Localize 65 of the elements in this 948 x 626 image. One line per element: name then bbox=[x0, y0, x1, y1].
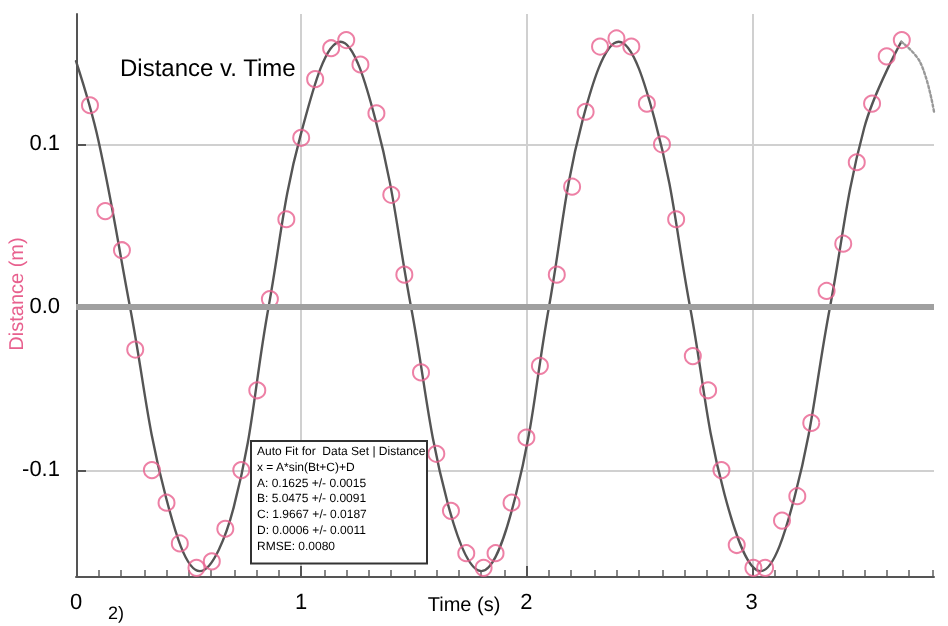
point bbox=[877, 47, 896, 66]
point bbox=[834, 234, 853, 253]
x-tick-label: 3 bbox=[745, 591, 758, 615]
point bbox=[337, 31, 356, 50]
point bbox=[96, 202, 115, 221]
point bbox=[457, 544, 476, 563]
x-tick-label: 2 bbox=[520, 591, 533, 615]
point bbox=[216, 519, 235, 538]
point bbox=[563, 177, 582, 196]
point bbox=[727, 536, 746, 555]
x-tick-label: 1 bbox=[295, 591, 308, 615]
point bbox=[817, 281, 836, 300]
y-axis-title: Distance (m) bbox=[7, 237, 29, 351]
x-axis-title: Time (s) bbox=[427, 595, 501, 617]
point bbox=[699, 381, 718, 400]
point bbox=[486, 544, 505, 563]
point bbox=[530, 356, 549, 375]
point bbox=[170, 534, 189, 553]
y-tick-label: 0.1 bbox=[29, 132, 60, 157]
point bbox=[277, 210, 296, 229]
point bbox=[667, 210, 686, 229]
point bbox=[112, 241, 131, 260]
text: Distance v. Time bbox=[120, 54, 297, 82]
point bbox=[517, 428, 536, 447]
point bbox=[322, 39, 341, 58]
point bbox=[474, 558, 493, 577]
text: 2) bbox=[108, 603, 125, 623]
point bbox=[157, 493, 176, 512]
point bbox=[744, 558, 763, 577]
point bbox=[80, 96, 99, 115]
point bbox=[142, 461, 161, 480]
point bbox=[202, 552, 221, 571]
point bbox=[607, 29, 626, 48]
point bbox=[367, 104, 386, 123]
point bbox=[756, 558, 775, 577]
point bbox=[126, 340, 145, 359]
point bbox=[351, 55, 370, 74]
point bbox=[395, 265, 414, 284]
point bbox=[847, 153, 866, 172]
point bbox=[547, 265, 566, 284]
point bbox=[622, 37, 641, 56]
point bbox=[441, 501, 460, 520]
point bbox=[576, 102, 595, 121]
point bbox=[292, 128, 311, 147]
y-tick-label: -0.1 bbox=[22, 458, 60, 483]
point bbox=[502, 493, 521, 512]
point bbox=[427, 444, 446, 463]
point bbox=[802, 413, 821, 432]
point bbox=[712, 461, 731, 480]
point bbox=[248, 381, 267, 400]
point bbox=[683, 347, 702, 366]
point bbox=[773, 511, 791, 530]
point bbox=[382, 185, 401, 204]
point bbox=[892, 31, 911, 50]
point bbox=[788, 487, 807, 506]
point bbox=[637, 94, 656, 113]
point bbox=[187, 558, 206, 577]
y-tick-label: 0.0 bbox=[29, 295, 60, 320]
point bbox=[591, 37, 610, 56]
point bbox=[232, 461, 251, 480]
point bbox=[652, 135, 671, 154]
point bbox=[306, 70, 325, 89]
point bbox=[412, 363, 430, 382]
x-tick-label: 0 bbox=[69, 591, 83, 615]
point bbox=[863, 94, 882, 113]
